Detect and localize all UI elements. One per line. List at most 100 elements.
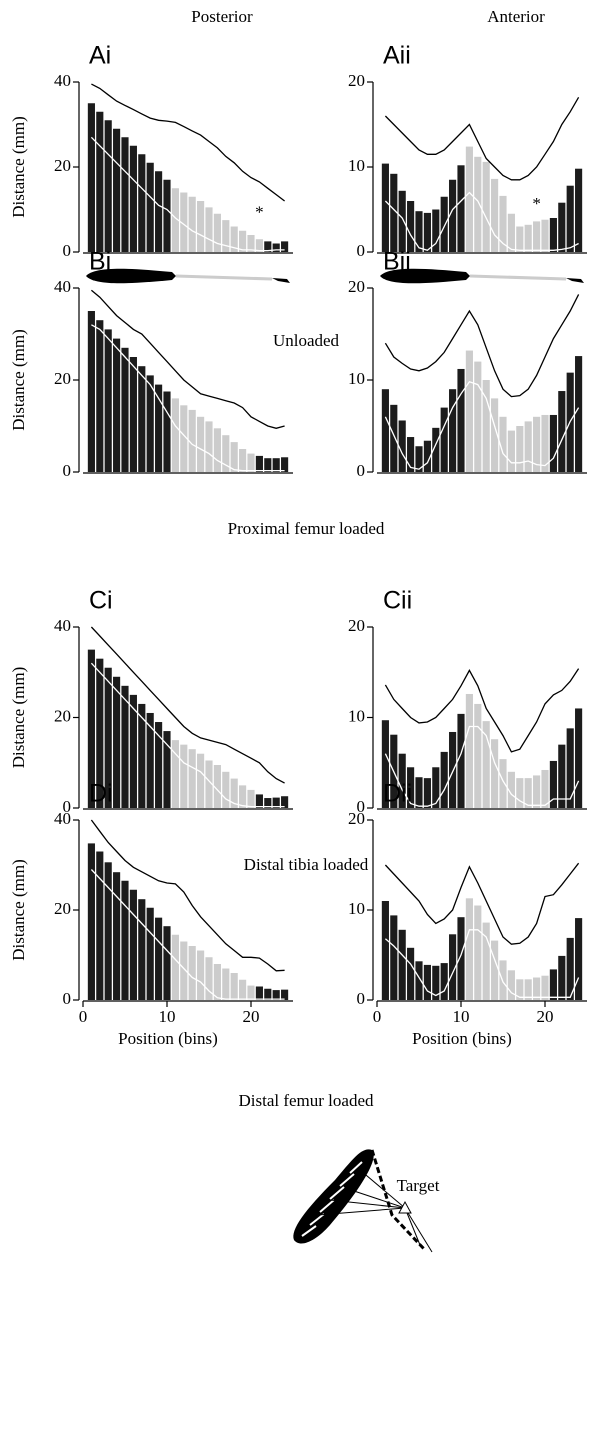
bar [213,765,221,808]
bar [549,218,557,252]
bar [272,243,280,252]
column-label: Anterior [487,7,545,26]
bar [533,416,541,472]
bar [213,428,221,472]
annotation: * [255,203,264,222]
bar [230,973,238,1000]
bar [491,398,499,472]
line [384,191,579,252]
bar [415,211,423,252]
bar [281,796,289,808]
bar [474,156,482,252]
bar [423,964,431,1000]
y-tick-label: 0 [63,989,72,1008]
bar [96,851,104,1000]
bar [516,778,524,808]
bar [516,426,524,472]
line [384,929,580,998]
y-axis-label: Distance (mm) [9,329,28,431]
bar [87,843,95,1000]
bar [390,915,398,1000]
bar [146,712,154,808]
bar [465,146,473,252]
bar [121,347,129,472]
bar [499,759,507,808]
bar [533,775,541,808]
bar [87,311,95,472]
bar [558,202,566,252]
bar [541,414,549,472]
x-axis-label: Position (bins) [118,1029,218,1048]
bar [180,744,188,808]
bar [423,440,431,472]
y-tick-label: 0 [357,241,366,260]
bar [449,934,457,1000]
bar [188,749,196,808]
bar [381,720,389,808]
row-label: Distal femur loaded [238,1091,374,1110]
y-tick-label: 0 [63,241,72,260]
y-tick-label: 10 [348,369,365,388]
line [90,626,285,784]
panel-label: Dii [383,780,412,808]
bar [449,731,457,808]
bar [440,963,448,1000]
bar [138,899,146,1000]
y-axis-label: Distance (mm) [9,667,28,769]
bar [507,213,515,252]
line [90,819,285,972]
bar [255,986,263,1000]
y-tick-label: 40 [54,277,71,296]
bar [457,917,465,1000]
bar [163,731,171,808]
bar [247,789,255,808]
bar [104,667,112,808]
bar [549,760,557,808]
bar [129,694,137,808]
line [90,869,285,1000]
panel: 0 10 20 Bii [348,248,587,480]
y-tick-label: 0 [357,989,366,1008]
bar [398,420,406,472]
bar [398,190,406,252]
bar [121,137,129,252]
bar [163,391,171,472]
bar [407,201,415,252]
bar [398,753,406,808]
leg-diagram [293,1149,433,1253]
line [90,662,285,808]
bar [381,389,389,472]
bar [197,950,205,1000]
y-tick-label: 40 [54,616,71,635]
bar [239,979,247,1000]
line [384,668,580,753]
line [90,136,285,252]
x-tick-label: 20 [537,1007,554,1026]
bar [516,979,524,1000]
bar [205,207,213,252]
leg-silhouette [86,268,290,284]
line [384,96,580,181]
bar [272,797,280,808]
bar [465,350,473,472]
bar [507,970,515,1000]
bar [104,120,112,252]
bar [87,103,95,252]
bar [146,162,154,252]
bar [155,917,163,1000]
bar [415,446,423,472]
x-tick-label: 10 [453,1007,470,1026]
y-tick-label: 0 [63,461,72,480]
y-tick-label: 20 [348,277,365,296]
bar [104,329,112,472]
line [91,83,285,202]
panel: 0 20 40 Distance (mm) Ai * [9,42,293,260]
panel-label: Bii [383,248,411,276]
y-tick-label: 10 [348,706,365,725]
bar [533,221,541,252]
bar [247,985,255,1000]
panel-label: Aii [383,42,411,70]
bar [155,384,163,472]
panel: 0 10 20 Aii * [348,42,587,260]
